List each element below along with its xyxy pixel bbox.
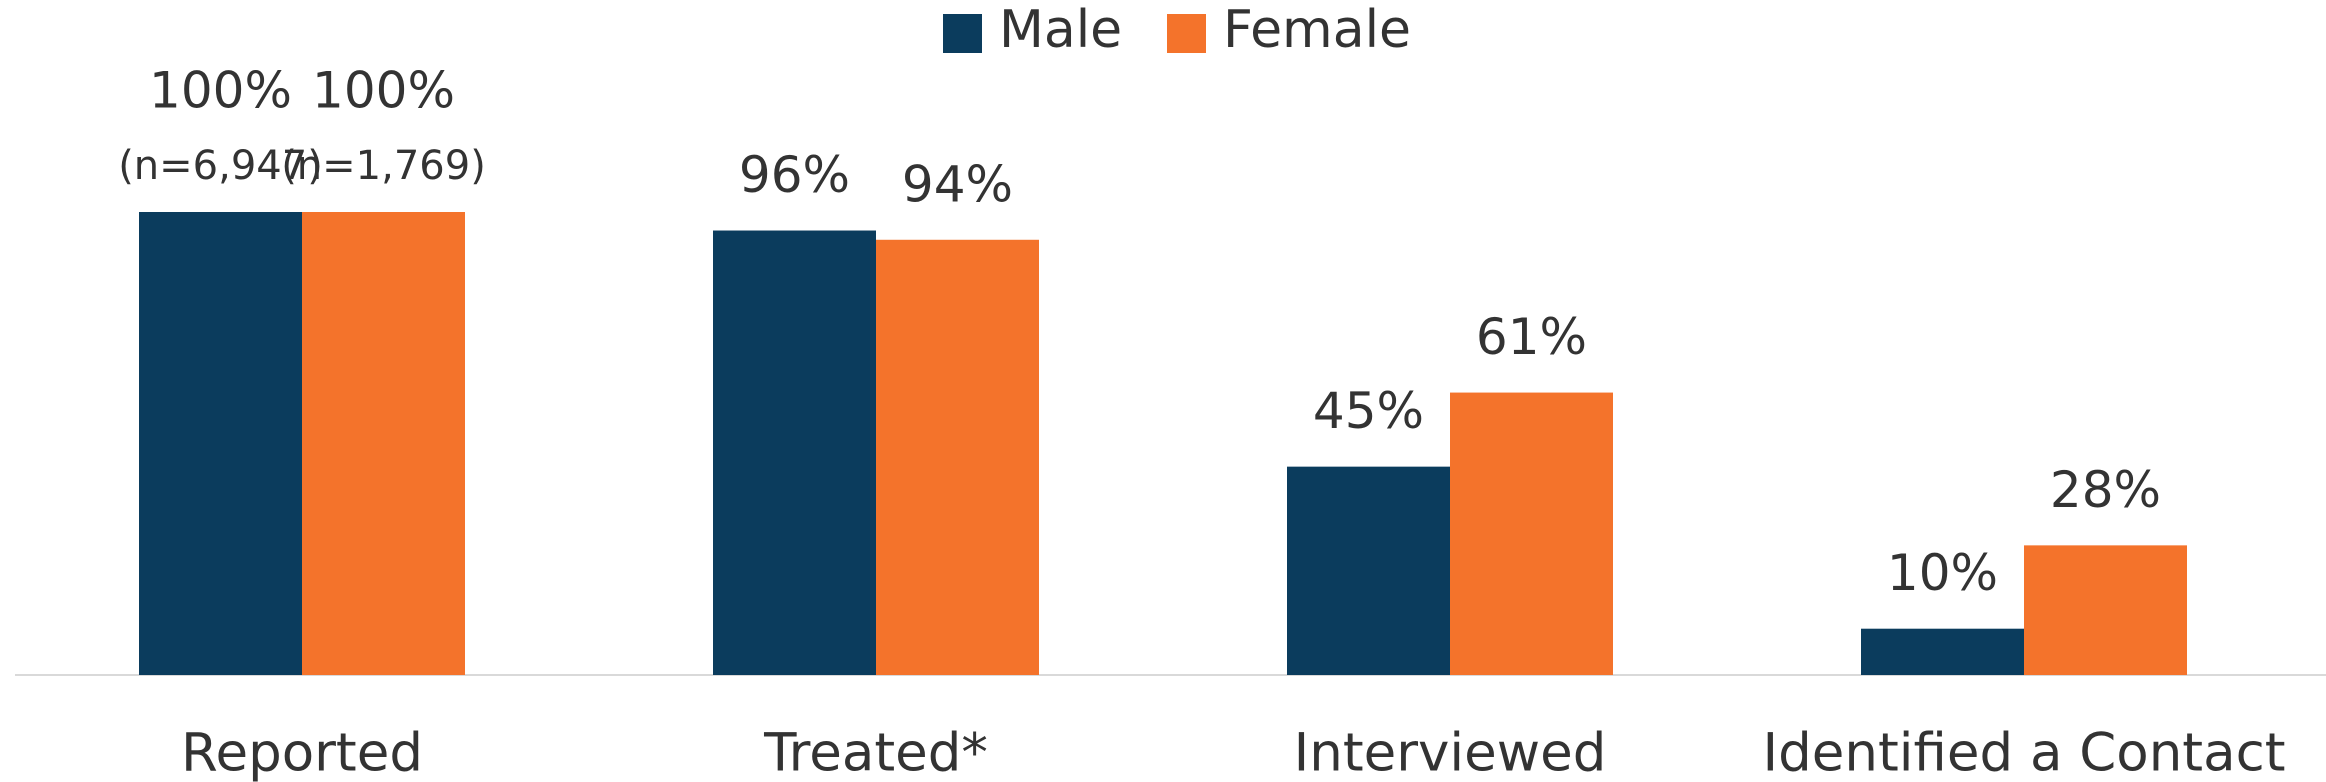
x-tick-label: Treated*: [763, 723, 988, 782]
value-label: 100%: [312, 62, 455, 120]
value-label: 10%: [1887, 544, 1998, 602]
value-label: 96%: [739, 146, 850, 204]
x-tick-label: Interviewed: [1294, 723, 1607, 782]
value-label: 94%: [902, 155, 1013, 213]
legend-swatch: [943, 14, 982, 53]
bar: [139, 212, 302, 675]
annotation: (n=1,769): [281, 143, 486, 189]
value-label: 28%: [2050, 461, 2161, 519]
bar: [302, 212, 465, 675]
legend-swatch: [1167, 14, 1206, 53]
x-tick-label: Identified a Contact: [1763, 723, 2286, 782]
bar: [876, 239, 1039, 675]
value-label: 61%: [1476, 308, 1587, 366]
legend-label: Female: [1223, 0, 1411, 60]
value-label: 100%: [149, 62, 292, 120]
bar: [2024, 545, 2187, 675]
annotation: (n=6,947): [118, 143, 323, 189]
legend-label: Male: [999, 0, 1122, 60]
value-label: 45%: [1313, 382, 1424, 440]
bar: [1450, 392, 1613, 675]
bar: [1861, 628, 2024, 675]
bar: [1287, 466, 1450, 675]
x-tick-label: Reported: [181, 723, 423, 782]
bar: [713, 230, 876, 675]
